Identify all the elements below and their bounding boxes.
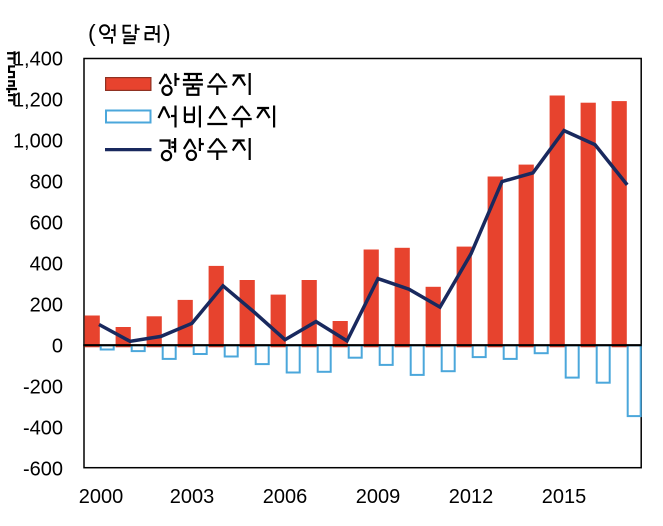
svg-text:1,200: 1,200 — [13, 89, 63, 111]
svg-text:0: 0 — [52, 335, 63, 357]
svg-text:-200: -200 — [23, 376, 63, 398]
svg-text:2009: 2009 — [356, 486, 401, 508]
svg-text:600: 600 — [30, 212, 63, 234]
svg-text:2000: 2000 — [79, 486, 124, 508]
svg-text:2006: 2006 — [263, 486, 308, 508]
svg-text:200: 200 — [30, 294, 63, 316]
svg-text:2012: 2012 — [449, 486, 494, 508]
svg-text:(: ( — [88, 20, 96, 46]
svg-text:1,400: 1,400 — [13, 48, 63, 70]
svg-text:2003: 2003 — [170, 486, 215, 508]
svg-text:): ) — [163, 20, 171, 46]
svg-text:400: 400 — [30, 253, 63, 275]
svg-text:-400: -400 — [23, 417, 63, 439]
svg-text:1,000: 1,000 — [13, 130, 63, 152]
svg-text:2015: 2015 — [542, 486, 587, 508]
svg-text:-600: -600 — [23, 458, 63, 480]
svg-text:800: 800 — [30, 171, 63, 193]
